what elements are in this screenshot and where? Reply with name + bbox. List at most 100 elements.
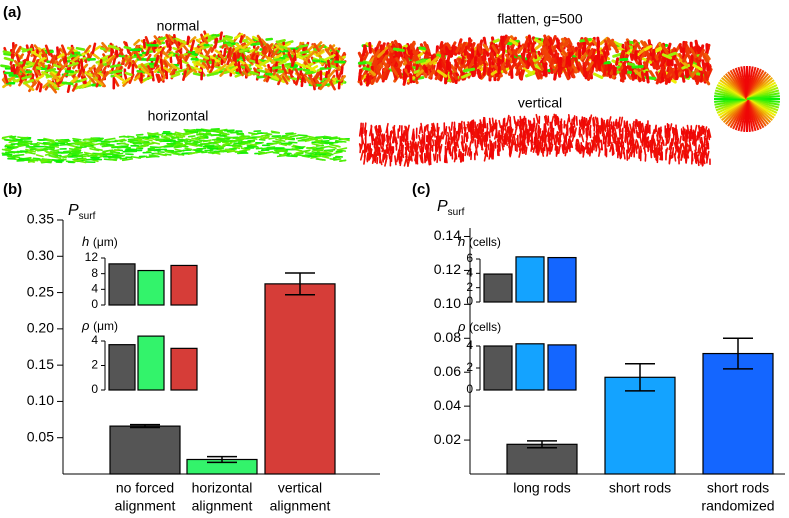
rod — [119, 139, 127, 142]
rod — [106, 55, 116, 66]
rod — [113, 78, 120, 87]
rod — [248, 132, 258, 135]
rod — [157, 150, 165, 154]
rod — [184, 147, 193, 151]
rod — [682, 53, 689, 63]
rod — [238, 47, 251, 53]
rod — [29, 148, 37, 151]
rod — [468, 148, 472, 157]
rod — [440, 54, 447, 63]
rod — [692, 133, 695, 145]
rod — [305, 70, 316, 75]
rod — [414, 141, 418, 150]
rod — [224, 34, 234, 39]
rod — [530, 132, 534, 141]
rod — [680, 149, 684, 161]
rod — [206, 71, 219, 77]
rod — [300, 72, 307, 84]
rod — [45, 73, 53, 78]
rod — [556, 146, 559, 155]
rod — [321, 155, 330, 159]
rod — [510, 128, 514, 139]
rod — [550, 122, 554, 133]
rod — [487, 143, 490, 151]
rod — [13, 59, 21, 67]
rod — [524, 129, 528, 140]
rod — [546, 127, 550, 138]
y-axis-label: ρ (cells) — [457, 319, 501, 334]
rod — [362, 67, 371, 71]
x-tick-label: short rods — [707, 480, 769, 496]
rod — [67, 61, 79, 68]
rod — [504, 128, 509, 140]
rod — [565, 64, 571, 76]
rod — [386, 126, 389, 138]
rod — [548, 46, 553, 56]
color-wheel — [714, 66, 780, 132]
rod — [515, 68, 521, 77]
rod — [225, 139, 234, 143]
rod — [295, 61, 306, 68]
rod — [556, 65, 562, 78]
rod — [364, 122, 367, 133]
rod — [374, 147, 378, 158]
rod — [627, 143, 630, 153]
rod — [624, 66, 628, 75]
rod — [379, 124, 382, 133]
rod — [627, 62, 636, 67]
rod — [272, 140, 282, 144]
rod — [661, 53, 673, 60]
rod — [359, 149, 364, 161]
bar — [108, 263, 136, 306]
rod — [518, 136, 522, 146]
rod — [554, 134, 558, 143]
rod — [334, 144, 341, 148]
rod — [588, 114, 593, 126]
rod — [295, 136, 305, 140]
rod — [160, 135, 170, 139]
rod — [533, 68, 541, 80]
rod — [40, 158, 48, 162]
rod — [570, 123, 573, 134]
rod — [628, 130, 632, 140]
rod — [699, 152, 702, 164]
rod — [587, 48, 594, 58]
rod — [305, 50, 316, 61]
rod — [371, 154, 376, 165]
rod — [81, 82, 91, 89]
rod — [282, 64, 292, 69]
rod — [624, 41, 630, 50]
rod — [223, 47, 227, 58]
rod — [636, 140, 641, 152]
rod — [30, 142, 38, 146]
y-tick-label: 0.14 — [434, 227, 461, 243]
rod — [387, 44, 394, 53]
rod — [631, 65, 644, 69]
rod — [434, 72, 441, 81]
rod — [414, 143, 418, 154]
rod — [165, 39, 170, 48]
rod — [289, 134, 300, 138]
rod — [570, 62, 579, 73]
rod — [689, 59, 694, 71]
x-tick-label: long rods — [513, 480, 571, 496]
rod — [256, 68, 268, 74]
rod — [108, 44, 120, 51]
rod — [271, 48, 280, 58]
rod — [599, 124, 603, 135]
rod — [196, 133, 208, 137]
rod — [596, 39, 601, 52]
rod — [174, 148, 185, 152]
rod — [466, 39, 472, 50]
rod — [662, 68, 668, 80]
label-symbol: ρ — [81, 318, 90, 333]
rod — [652, 149, 656, 158]
rod — [222, 36, 234, 43]
rod — [10, 64, 14, 74]
rod — [207, 151, 215, 155]
rod — [486, 131, 489, 142]
rod — [567, 55, 572, 67]
rod — [169, 68, 176, 76]
rod — [18, 140, 30, 144]
rod — [32, 157, 41, 160]
